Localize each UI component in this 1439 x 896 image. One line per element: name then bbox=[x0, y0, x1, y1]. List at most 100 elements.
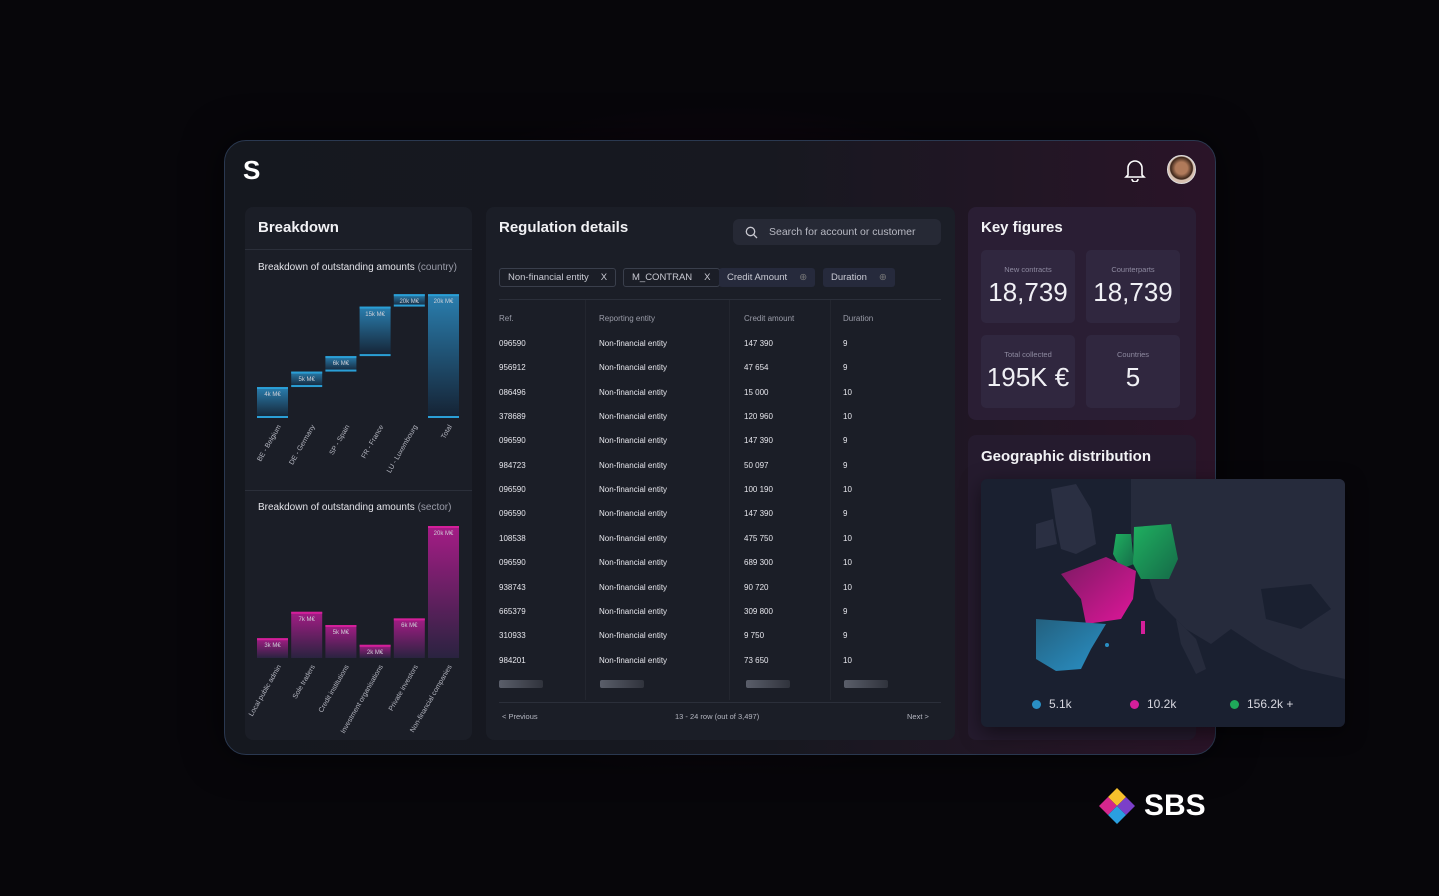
sector-chart-title: Breakdown of outstanding amounts (sector… bbox=[258, 502, 452, 513]
bar-bottom-line bbox=[359, 354, 391, 357]
cell-entity: Non-financial entity bbox=[599, 509, 668, 519]
bar[interactable] bbox=[325, 356, 357, 372]
kpi-total-collected: Total collected 195K € bbox=[981, 335, 1075, 408]
cell-credit: 147 390 bbox=[744, 509, 773, 519]
bar-value-label: 5k M€ bbox=[298, 376, 315, 383]
cell-ref: 956912 bbox=[499, 363, 526, 373]
map-region-spain bbox=[1036, 619, 1106, 671]
cell-duration: 9 bbox=[843, 606, 848, 616]
bar[interactable] bbox=[393, 618, 425, 658]
search-input[interactable]: Search for account or customer bbox=[733, 219, 941, 245]
filter-chip-credit-amount[interactable]: Credit Amount ⊕ bbox=[719, 268, 816, 287]
cell-credit: 90 720 bbox=[744, 582, 769, 592]
bar-value-label: 20k M€ bbox=[433, 299, 454, 306]
bar-value-label: 7k M€ bbox=[298, 616, 315, 623]
bell-icon[interactable] bbox=[1124, 158, 1146, 187]
cell-entity: Non-financial entity bbox=[599, 387, 668, 397]
cell-credit: 120 960 bbox=[744, 412, 773, 422]
bar[interactable] bbox=[325, 625, 357, 658]
column-header-duration[interactable]: Duration bbox=[843, 314, 874, 323]
cell-ref: 096590 bbox=[499, 485, 526, 495]
cell-credit: 147 390 bbox=[744, 436, 773, 446]
cell-ref: 108538 bbox=[499, 533, 526, 543]
cell-credit: 147 390 bbox=[744, 339, 773, 348]
bar[interactable] bbox=[291, 371, 323, 388]
bar[interactable] bbox=[359, 644, 391, 658]
filter-chip-non-financial[interactable]: Non-financial entity X bbox=[499, 268, 617, 287]
bar[interactable] bbox=[359, 306, 391, 357]
cell-ref: 984723 bbox=[499, 460, 526, 470]
bar-top-line bbox=[428, 294, 459, 297]
column-header-credit[interactable]: Credit amount bbox=[744, 314, 795, 323]
cell-ref: 984201 bbox=[499, 655, 526, 665]
bar[interactable] bbox=[291, 611, 323, 658]
bar-value-label: 20k M€ bbox=[399, 299, 420, 306]
divider bbox=[245, 490, 472, 491]
map-region-benelux bbox=[1113, 534, 1134, 569]
app-logo[interactable]: S bbox=[243, 155, 261, 185]
cell-duration: 9 bbox=[843, 460, 848, 470]
cell-ref: 665379 bbox=[499, 606, 526, 616]
bar-bottom-line bbox=[291, 385, 323, 388]
cell-duration: 10 bbox=[843, 558, 852, 568]
regulation-title: Regulation details bbox=[499, 219, 629, 236]
bar-bottom-line bbox=[325, 369, 357, 372]
user-avatar[interactable] bbox=[1167, 155, 1196, 184]
close-icon[interactable]: X bbox=[600, 272, 608, 283]
previous-page-link[interactable]: < Previous bbox=[502, 712, 538, 721]
cell-duration: 10 bbox=[843, 533, 852, 543]
column-header-entity[interactable]: Reporting entity bbox=[599, 314, 656, 323]
cell-credit: 15 000 bbox=[744, 387, 769, 397]
bar-value-label: 6k M€ bbox=[332, 361, 350, 368]
loading-placeholder bbox=[499, 680, 543, 688]
sbs-logo: SBS bbox=[1098, 788, 1206, 824]
filter-chip-duration[interactable]: Duration ⊕ bbox=[823, 268, 895, 287]
geo-title: Geographic distribution bbox=[981, 448, 1152, 465]
cell-entity: Non-financial entity bbox=[599, 363, 668, 373]
europe-map[interactable] bbox=[981, 479, 1345, 727]
bar[interactable] bbox=[257, 638, 288, 658]
bar-top-line bbox=[359, 644, 391, 647]
loading-placeholder bbox=[600, 680, 644, 688]
cell-ref: 096590 bbox=[499, 509, 526, 519]
filter-chip-m-contran[interactable]: M_CONTRAN X bbox=[623, 268, 720, 287]
cell-entity: Non-financial entity bbox=[599, 460, 668, 470]
cell-entity: Non-financial entity bbox=[599, 606, 668, 616]
map-region-france bbox=[1061, 557, 1136, 624]
bar[interactable] bbox=[428, 294, 459, 418]
add-icon[interactable]: ⊕ bbox=[799, 272, 808, 283]
cell-ref: 096590 bbox=[499, 558, 526, 568]
bar-top-line bbox=[325, 625, 357, 627]
column-header-ref[interactable]: Ref. bbox=[499, 314, 514, 323]
cell-ref: 310933 bbox=[499, 631, 526, 641]
bar-value-label: 3k M€ bbox=[264, 643, 281, 650]
bar[interactable] bbox=[257, 387, 288, 418]
column-divider bbox=[830, 300, 831, 700]
bar-value-label: 2k M€ bbox=[366, 649, 384, 656]
cell-credit: 309 800 bbox=[744, 606, 773, 616]
kpi-countries: Countries 5 bbox=[1086, 335, 1180, 408]
bar[interactable] bbox=[393, 294, 425, 307]
cell-duration: 10 bbox=[843, 655, 852, 665]
search-placeholder: Search for account or customer bbox=[769, 226, 916, 238]
next-page-link[interactable]: Next > bbox=[907, 712, 929, 721]
legend-item: 156.2k + bbox=[1230, 697, 1293, 711]
legend-dot bbox=[1032, 699, 1041, 709]
cell-credit: 100 190 bbox=[744, 485, 773, 495]
cell-ref: 378689 bbox=[499, 412, 526, 422]
bar-top-line bbox=[393, 618, 425, 621]
add-icon[interactable]: ⊕ bbox=[878, 272, 887, 283]
bar-top-line bbox=[325, 356, 357, 359]
legend-dot bbox=[1230, 699, 1239, 709]
bar[interactable] bbox=[428, 526, 459, 658]
map-region-germany bbox=[1133, 524, 1178, 579]
close-icon[interactable]: X bbox=[704, 272, 711, 283]
cell-entity: Non-financial entity bbox=[599, 582, 668, 592]
cell-entity: Non-financial entity bbox=[599, 533, 668, 543]
divider bbox=[499, 299, 941, 300]
bar-top-line bbox=[291, 371, 323, 374]
bar-top-line bbox=[257, 387, 288, 390]
cell-duration: 10 bbox=[843, 387, 852, 397]
cell-ref: 096590 bbox=[499, 339, 526, 348]
map-card[interactable] bbox=[981, 479, 1345, 727]
